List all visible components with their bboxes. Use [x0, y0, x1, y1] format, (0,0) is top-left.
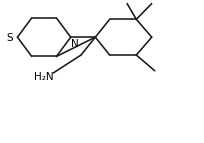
Text: H₂N: H₂N: [34, 72, 53, 82]
Text: S: S: [7, 33, 13, 43]
Text: N: N: [71, 39, 79, 49]
